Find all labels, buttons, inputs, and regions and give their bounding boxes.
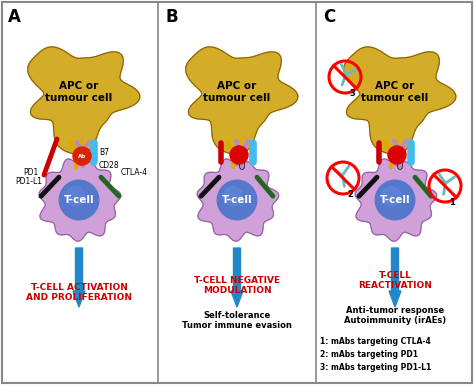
- Text: Anti-tumor response
Autoimmunity (irAEs): Anti-tumor response Autoimmunity (irAEs): [344, 306, 446, 325]
- Polygon shape: [344, 47, 456, 154]
- Text: PD1: PD1: [24, 168, 39, 177]
- Text: B7: B7: [99, 148, 109, 157]
- Text: Self-tolerance
Tumor immune evasion: Self-tolerance Tumor immune evasion: [182, 311, 292, 330]
- Text: APC or
tumour cell: APC or tumour cell: [203, 81, 271, 103]
- Text: CTLA-4: CTLA-4: [121, 168, 148, 177]
- Polygon shape: [344, 47, 456, 154]
- Text: T-CELL ACTIVATION
AND PROLIFERATION: T-CELL ACTIVATION AND PROLIFERATION: [26, 283, 132, 302]
- Circle shape: [224, 187, 243, 206]
- Circle shape: [230, 146, 248, 164]
- Text: 3: 3: [349, 89, 355, 98]
- Polygon shape: [355, 159, 437, 241]
- Polygon shape: [28, 47, 140, 154]
- Polygon shape: [197, 159, 279, 241]
- Circle shape: [73, 147, 91, 165]
- FancyArrow shape: [231, 248, 243, 307]
- Text: Ab: Ab: [78, 154, 86, 159]
- Polygon shape: [186, 47, 298, 154]
- Text: 2: 2: [347, 190, 353, 199]
- Text: APC or
tumour cell: APC or tumour cell: [361, 81, 428, 103]
- Text: T-CELL NEGATIVE
MODULATION: T-CELL NEGATIVE MODULATION: [194, 276, 280, 295]
- Text: B: B: [166, 8, 179, 26]
- Polygon shape: [28, 47, 140, 154]
- Text: T-CELL
REACTIVATION: T-CELL REACTIVATION: [358, 271, 432, 290]
- Text: 1: 1: [449, 198, 455, 207]
- Circle shape: [59, 180, 99, 220]
- Text: 3: mAbs targeting PD1-L1: 3: mAbs targeting PD1-L1: [320, 363, 431, 372]
- FancyArrow shape: [389, 248, 401, 307]
- Circle shape: [388, 146, 406, 164]
- Text: PD1-L1: PD1-L1: [15, 177, 42, 186]
- Circle shape: [382, 187, 401, 206]
- Circle shape: [375, 180, 415, 220]
- Text: T-cell: T-cell: [64, 195, 94, 205]
- Circle shape: [66, 187, 85, 206]
- Circle shape: [217, 180, 257, 220]
- Text: A: A: [8, 8, 21, 26]
- FancyArrow shape: [73, 248, 85, 307]
- Text: CD28: CD28: [99, 161, 119, 170]
- Text: 2: mAbs targeting PD1: 2: mAbs targeting PD1: [320, 350, 418, 359]
- Polygon shape: [186, 47, 298, 154]
- Text: T-cell: T-cell: [380, 195, 410, 205]
- Text: APC or
tumour cell: APC or tumour cell: [46, 81, 113, 103]
- Text: C: C: [323, 8, 335, 26]
- Polygon shape: [39, 159, 121, 241]
- Text: 1: mAbs targeting CTLA-4: 1: mAbs targeting CTLA-4: [320, 337, 431, 346]
- Text: T-cell: T-cell: [222, 195, 252, 205]
